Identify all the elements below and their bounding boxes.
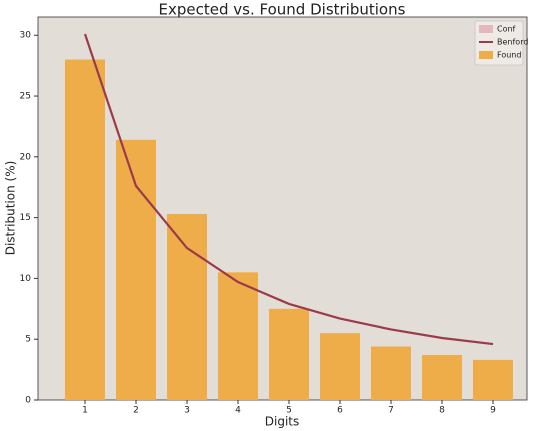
- y-tick-label: 30: [20, 31, 32, 41]
- y-tick-label: 10: [20, 274, 32, 284]
- legend-patch: [479, 25, 493, 33]
- bar: [167, 213, 207, 400]
- bar: [218, 272, 258, 400]
- legend-label: Benford: [497, 38, 528, 47]
- chart-title: Expected vs. Found Distributions: [159, 1, 406, 19]
- x-tick-label: 1: [82, 406, 88, 416]
- legend-label: Found: [497, 51, 521, 60]
- y-axis-label: Distribution (%): [4, 161, 18, 256]
- x-tick-label: 9: [490, 406, 496, 416]
- x-tick-label: 3: [184, 406, 190, 416]
- bar: [422, 355, 462, 400]
- y-tick-label: 5: [25, 335, 31, 345]
- legend-patch: [479, 51, 493, 59]
- x-tick-label: 4: [235, 406, 241, 416]
- y-tick-label: 20: [20, 152, 32, 162]
- bar: [269, 308, 309, 400]
- x-axis-label: Digits: [265, 415, 299, 429]
- bar: [116, 139, 156, 401]
- legend-label: Conf: [497, 25, 516, 34]
- y-tick-label: 15: [20, 213, 31, 223]
- bar: [65, 59, 105, 401]
- y-tick-label: 0: [25, 396, 31, 406]
- x-tick-label: 2: [133, 406, 139, 416]
- y-tick-label: 25: [20, 92, 31, 102]
- bar: [320, 333, 360, 400]
- x-tick-label: 8: [439, 406, 445, 416]
- bar: [371, 346, 411, 400]
- bar: [473, 359, 513, 400]
- x-tick-label: 7: [388, 406, 394, 416]
- x-tick-label: 6: [337, 406, 343, 416]
- x-tick-label: 5: [286, 406, 292, 416]
- line: [83, 33, 494, 346]
